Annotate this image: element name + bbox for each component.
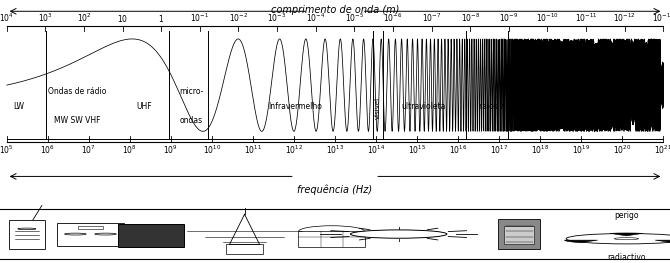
- Bar: [58, 222, 124, 246]
- Text: $10^{-12}$: $10^{-12}$: [614, 11, 636, 24]
- Bar: [226, 245, 263, 254]
- Text: $10^{20}$: $10^{20}$: [613, 144, 631, 156]
- Text: ondas: ondas: [180, 117, 202, 125]
- Text: frequência (Hz): frequência (Hz): [297, 185, 373, 195]
- Circle shape: [94, 233, 117, 235]
- Text: perigo: perigo: [614, 211, 639, 220]
- Text: ultravioleta: ultravioleta: [401, 102, 446, 111]
- Text: $10^{4}$: $10^{4}$: [0, 11, 14, 24]
- Text: radiactivo: radiactivo: [607, 253, 646, 262]
- Text: $10^{8}$: $10^{8}$: [123, 144, 137, 156]
- Text: $10^{6}$: $10^{6}$: [40, 144, 55, 156]
- Wedge shape: [565, 240, 598, 242]
- Text: $1$: $1$: [158, 13, 164, 24]
- Text: $10^{3}$: $10^{3}$: [38, 11, 53, 24]
- Text: $10^{-6}$: $10^{-6}$: [383, 11, 403, 24]
- Text: MW SW VHF: MW SW VHF: [54, 117, 100, 125]
- Wedge shape: [655, 240, 670, 242]
- Text: $10^{19}$: $10^{19}$: [572, 144, 590, 156]
- Text: $10^{21}$: $10^{21}$: [655, 144, 670, 156]
- Text: $10^{9}$: $10^{9}$: [163, 144, 178, 156]
- Text: $10^{10}$: $10^{10}$: [203, 144, 221, 156]
- Text: $10^{16}$: $10^{16}$: [449, 144, 467, 156]
- Text: UHF: UHF: [136, 102, 152, 111]
- Text: $10^{12}$: $10^{12}$: [285, 144, 303, 156]
- Circle shape: [18, 228, 36, 230]
- Text: $10^{-5}$: $10^{-5}$: [345, 11, 364, 24]
- Circle shape: [614, 238, 639, 240]
- Text: $10^{-9}$: $10^{-9}$: [499, 11, 519, 24]
- Text: $10^{-2}$: $10^{-2}$: [229, 11, 248, 24]
- Bar: [118, 224, 184, 247]
- Text: Ondas de rádio: Ondas de rádio: [48, 87, 107, 96]
- Text: $10^{11}$: $10^{11}$: [244, 144, 262, 156]
- Bar: [9, 220, 45, 249]
- Text: raios gama: raios gama: [567, 102, 610, 111]
- Text: raios X: raios X: [479, 102, 506, 111]
- Text: $10^{-11}$: $10^{-11}$: [575, 11, 598, 24]
- Text: $10^{14}$: $10^{14}$: [367, 144, 385, 156]
- Text: $10^{-13}$: $10^{-13}$: [652, 11, 670, 24]
- Text: $10^{15}$: $10^{15}$: [408, 144, 426, 156]
- Text: $10^{7}$: $10^{7}$: [81, 144, 96, 156]
- Bar: [78, 226, 103, 229]
- Bar: [498, 220, 540, 249]
- Bar: [505, 226, 535, 245]
- Text: $10^{-3}$: $10^{-3}$: [267, 11, 287, 24]
- Circle shape: [350, 230, 447, 238]
- Text: $10^{-8}$: $10^{-8}$: [460, 11, 480, 24]
- Text: $10$: $10$: [117, 13, 128, 24]
- Text: $10^{-4}$: $10^{-4}$: [306, 11, 326, 24]
- Text: $10^{13}$: $10^{13}$: [326, 144, 344, 156]
- Text: $10^{18}$: $10^{18}$: [531, 144, 549, 156]
- Bar: [299, 231, 364, 247]
- Text: LW: LW: [13, 102, 24, 111]
- Text: $10^{-10}$: $10^{-10}$: [536, 11, 559, 24]
- Text: $10^{2}$: $10^{2}$: [76, 11, 91, 24]
- Text: micro-: micro-: [179, 87, 203, 96]
- Text: $10^{-7}$: $10^{-7}$: [422, 11, 441, 24]
- Text: $10^{-1}$: $10^{-1}$: [190, 11, 210, 24]
- Text: $10^{17}$: $10^{17}$: [490, 144, 509, 156]
- Text: $10^{5}$: $10^{5}$: [0, 144, 14, 156]
- Circle shape: [64, 233, 86, 235]
- Text: visível: visível: [375, 97, 381, 119]
- Circle shape: [566, 234, 670, 244]
- Text: comprimento de onda (m): comprimento de onda (m): [271, 5, 399, 15]
- Wedge shape: [610, 233, 643, 236]
- Text: Infravermelho: Infravermelho: [268, 102, 322, 111]
